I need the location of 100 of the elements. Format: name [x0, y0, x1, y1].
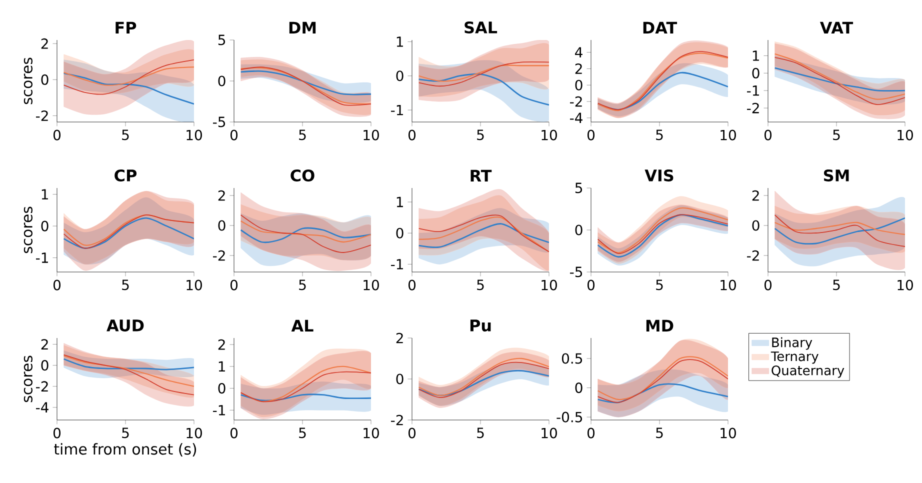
line-series: [240, 220, 372, 243]
y-tick-label: 0: [575, 224, 582, 236]
x-tick-label: 0: [764, 280, 772, 290]
y-tick-label: -2: [747, 102, 759, 114]
x-tick-label: 5: [477, 428, 484, 438]
line-series: [63, 358, 194, 370]
y-tick-label: -2: [36, 381, 48, 392]
x-tick-label: 5: [299, 280, 306, 290]
y-tick-label: 2: [41, 38, 48, 49]
x-tick-label: 5: [656, 130, 663, 140]
x-tick-label: 0: [408, 428, 416, 438]
x-tick-label: 5: [656, 280, 663, 290]
y-tick-label: 0: [396, 374, 404, 384]
x-tick-label: 0: [764, 130, 772, 140]
x-tick-label: 5: [299, 428, 306, 438]
y-tick-label: 0: [218, 220, 226, 231]
y-tick-label: -2: [213, 250, 225, 261]
x-tick-label: 10: [898, 130, 913, 140]
x-tick-label: 0: [587, 280, 595, 290]
line-series: [418, 64, 550, 82]
y-tick-label: 0: [752, 220, 760, 231]
y-tick-label: 1: [396, 196, 403, 208]
x-tick-label: 10: [186, 428, 202, 438]
y-tick-label: 0: [396, 70, 404, 82]
chart-title: AUD: [106, 320, 144, 332]
y-tick-label: 2: [575, 64, 582, 74]
y-tick-label: 1: [396, 36, 403, 47]
line-series: [597, 72, 728, 110]
x-tick-label: 0: [230, 280, 238, 290]
x-tick-label: 5: [477, 130, 484, 140]
legend-label: Ternary: [770, 352, 818, 364]
x-tick-label: 5: [833, 130, 840, 140]
x-tick-label: 10: [720, 280, 736, 290]
line-series: [418, 62, 550, 87]
chart-title: SM: [824, 169, 849, 182]
y-tick-label: 0: [218, 76, 226, 86]
y-tick-label: 0: [41, 360, 48, 371]
x-tick-label: 0: [53, 428, 61, 438]
line-series: [774, 67, 906, 92]
x-tick-label: 10: [364, 280, 379, 290]
chart-title: VIS: [644, 169, 674, 182]
x-tick-label: 10: [364, 130, 379, 140]
y-tick-label: 0.5: [562, 353, 582, 364]
y-tick-label: 0: [575, 80, 582, 90]
x-tick-label: 0: [587, 428, 595, 438]
y-tick-label: -2: [36, 110, 48, 121]
chart-title: FP: [116, 22, 136, 34]
x-tick-label: 10: [542, 130, 557, 140]
y-tick-label: -4: [570, 112, 582, 123]
x-tick-label: 0: [53, 130, 61, 140]
x-tick-label: 5: [299, 130, 306, 140]
x-axis-title: time from onset (s): [54, 443, 196, 456]
x-tick-label: 10: [542, 428, 557, 438]
x-tick-label: 10: [720, 428, 736, 438]
chart-title: MD: [646, 320, 674, 332]
y-tick-label: 5: [575, 182, 582, 194]
y-tick-label: 0: [575, 382, 582, 394]
line-series: [240, 214, 372, 253]
x-tick-label: 10: [364, 428, 379, 438]
legend-label: Binary: [772, 337, 812, 350]
line-series: [63, 355, 194, 387]
y-axis-title: scores: [24, 356, 32, 402]
y-tick-label: -4: [36, 402, 48, 412]
x-tick-label: 10: [542, 280, 557, 290]
line-series: [418, 223, 550, 248]
y-tick-label: 1: [752, 50, 759, 61]
x-tick-label: 5: [122, 280, 129, 290]
y-tick-label: -0.5: [556, 412, 582, 422]
y-tick-label: -1: [391, 104, 403, 116]
line-series: [418, 73, 550, 106]
y-axis-title: scores: [24, 58, 32, 104]
chart-title: Pu: [470, 320, 491, 332]
y-tick-label: 0: [218, 383, 226, 394]
line-series: [63, 72, 194, 105]
line-series: [774, 222, 906, 236]
chart-title: DM: [289, 22, 316, 34]
x-tick-label: 10: [186, 130, 202, 140]
y-tick-label: -2: [391, 414, 403, 426]
y-tick-label: 0: [41, 74, 48, 85]
chart-title: RT: [470, 170, 492, 182]
y-tick-label: 2: [396, 332, 403, 344]
y-tick-label: 2: [752, 190, 759, 201]
y-tick-label: -2: [570, 96, 582, 107]
y-tick-label: 0: [752, 68, 760, 78]
x-tick-label: 5: [122, 428, 129, 438]
chart-title: AL: [291, 320, 314, 332]
x-tick-label: 10: [186, 280, 202, 290]
legend-label: Quaternary: [772, 366, 844, 378]
y-tick-label: 1: [42, 189, 48, 200]
chart-title: CP: [114, 169, 137, 182]
y-tick-label: -1: [391, 259, 403, 270]
y-tick-label: -1: [36, 252, 48, 263]
chart-title: SAL: [464, 21, 498, 34]
y-tick-label: -1: [213, 405, 225, 416]
y-tick-label: 4: [575, 47, 582, 58]
chart-title: VAT: [820, 22, 854, 34]
x-tick-label: 0: [230, 428, 238, 438]
x-tick-label: 5: [656, 428, 663, 438]
x-tick-label: 0: [53, 280, 61, 290]
x-tick-label: 0: [408, 130, 416, 140]
